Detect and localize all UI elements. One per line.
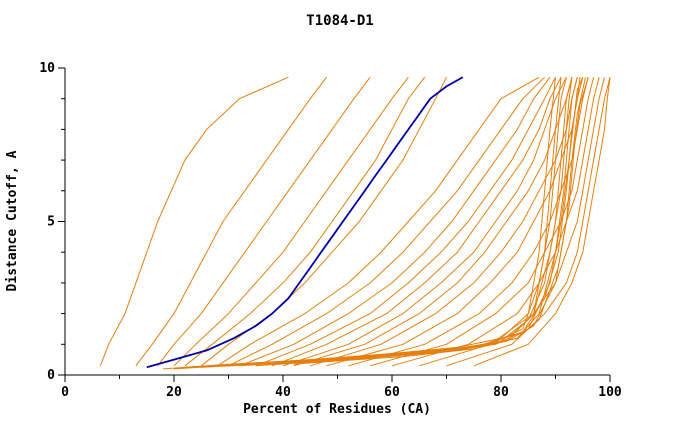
model-curve	[184, 77, 567, 368]
highlighted-model-curve	[146, 76, 464, 369]
y-tick-label: 0	[47, 368, 55, 383]
y-tick-label: 5	[47, 215, 55, 230]
model-curve	[271, 76, 562, 367]
model-curve	[446, 77, 611, 367]
model-curve	[239, 76, 551, 367]
model-curve	[326, 77, 584, 367]
x-tick-label: 20	[166, 385, 182, 400]
x-axis-label: Percent of Residues (CA)	[243, 402, 431, 417]
x-tick-label: 40	[275, 385, 291, 400]
model-curve	[255, 76, 556, 367]
y-axis-label: Distance Cutoff, A	[5, 150, 20, 291]
chart-title: T1084-D1	[306, 13, 373, 29]
x-tick-label: 80	[493, 385, 509, 400]
model-curve	[419, 77, 605, 367]
model-curve	[200, 76, 447, 367]
model-curve	[239, 77, 578, 367]
model-curve	[173, 77, 562, 370]
plot-area: 0 20 40 60 80 100 0 5 10	[39, 61, 622, 400]
model-curve	[217, 76, 540, 367]
model-curve	[310, 77, 589, 364]
x-tick-label: 0	[61, 385, 69, 400]
model-curve	[157, 76, 371, 367]
model-curve	[293, 77, 586, 365]
model-curve	[135, 76, 327, 367]
model-curve	[173, 76, 409, 367]
model-curve	[99, 76, 289, 366]
model-curve	[310, 77, 578, 367]
model-curve	[282, 76, 567, 367]
x-tick-label: 100	[598, 385, 622, 400]
x-tick-label: 60	[384, 385, 400, 400]
model-curve	[473, 77, 611, 367]
model-curve	[228, 76, 545, 367]
model-curve	[293, 77, 573, 367]
model-curve	[184, 76, 426, 367]
y-tick-label: 10	[39, 61, 55, 76]
